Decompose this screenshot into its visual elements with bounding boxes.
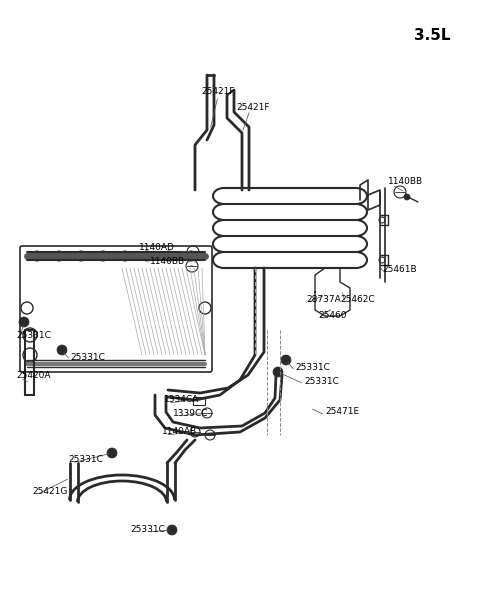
Circle shape [107,448,117,458]
Circle shape [404,194,410,200]
Text: 3.5L: 3.5L [414,28,450,43]
Text: 25420A: 25420A [16,371,50,380]
Text: 25461B: 25461B [382,266,417,275]
Text: 25331C: 25331C [295,364,330,373]
Circle shape [57,345,67,355]
Text: 1339CC: 1339CC [173,409,208,418]
Circle shape [167,525,177,535]
Bar [193,397,205,405]
Text: 1140BB: 1140BB [388,177,423,186]
Text: 25331C: 25331C [304,376,339,385]
Circle shape [19,317,29,327]
Text: 25471E: 25471E [325,407,359,416]
Text: 25421F: 25421F [236,103,269,112]
Text: 1334CA: 1334CA [164,395,199,404]
Circle shape [273,367,283,377]
Circle shape [281,355,291,365]
Text: 25421G: 25421G [32,487,67,496]
Text: 1140BB: 1140BB [150,257,185,266]
Text: 25331C: 25331C [68,456,103,465]
Text: 1140AB: 1140AB [162,427,197,436]
Text: 25331C: 25331C [70,353,105,361]
Text: 25460: 25460 [318,311,347,320]
Text: 25421F: 25421F [201,88,235,97]
Text: 1140AD: 1140AD [139,243,175,252]
Text: 25331C: 25331C [16,331,51,340]
Text: 25331C: 25331C [131,525,166,534]
Text: 25462C: 25462C [340,296,374,305]
Text: 28737A: 28737A [306,296,341,305]
